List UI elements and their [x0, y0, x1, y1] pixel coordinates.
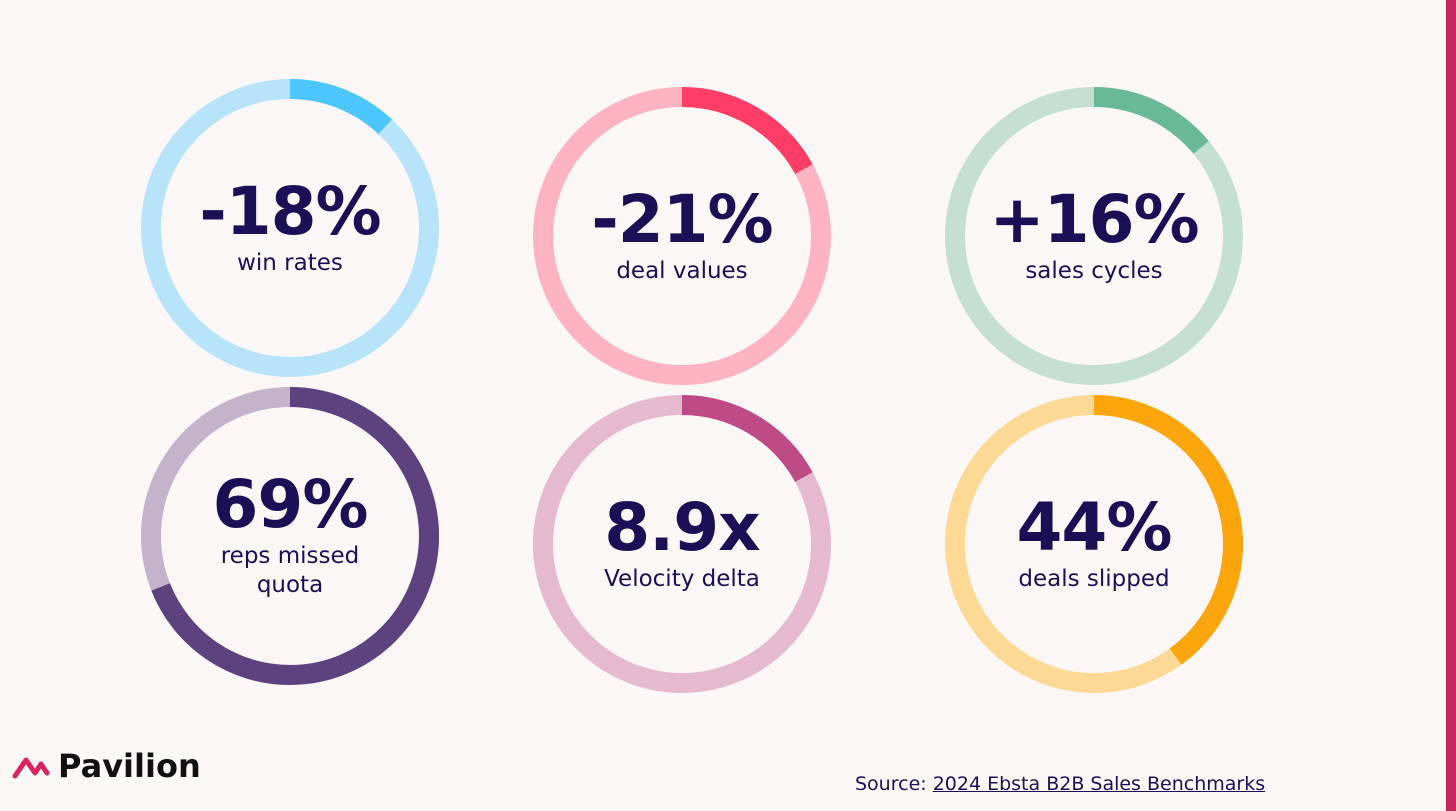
ring-chart	[141, 79, 439, 377]
ring-chart	[533, 395, 831, 693]
ring-chart	[945, 395, 1243, 693]
stat-ring-sales-cycles: +16% sales cycles	[944, 86, 1244, 386]
stat-caption: reps missed quota	[220, 543, 360, 598]
stat-value: -18%	[199, 172, 381, 250]
stat-value: +16%	[989, 180, 1199, 258]
source-citation: Source: 2024 Ebsta B2B Sales Benchmarks	[855, 773, 1265, 795]
pavilion-logo: Pavilion	[12, 745, 201, 787]
accent-side-bar	[1446, 0, 1456, 811]
stat-caption: deal values	[616, 257, 748, 284]
stat-ring-velocity-delta: 8.9x Velocity delta	[532, 394, 832, 694]
stat-caption: Velocity delta	[604, 565, 760, 592]
stat-value: 8.9x	[604, 488, 760, 566]
ring-fill-arc	[141, 387, 439, 685]
ring-fill-arc	[945, 87, 1243, 385]
ring-fill-arc	[533, 87, 831, 385]
stat-ring-reps-missed-quota: 69% reps missed quota	[140, 386, 440, 686]
ring-fill-arc	[533, 395, 831, 693]
stat-caption: sales cycles	[1025, 257, 1163, 284]
ring-chart	[945, 87, 1243, 385]
brand-name: Pavilion	[58, 747, 201, 785]
stat-value: 69%	[212, 466, 369, 544]
source-prefix: Source:	[855, 773, 933, 795]
ring-chart	[141, 387, 439, 685]
stat-ring-deal-values: -21% deal values	[532, 86, 832, 386]
pavilion-logo-icon	[12, 757, 50, 779]
stat-value: 44%	[1016, 488, 1173, 566]
ring-fill-arc	[945, 395, 1243, 693]
ring-fill-arc	[141, 79, 439, 377]
stat-value: -21%	[591, 180, 773, 258]
stat-ring-win-rates: -18% win rates	[140, 78, 440, 378]
source-link[interactable]: 2024 Ebsta B2B Sales Benchmarks	[932, 773, 1266, 795]
ring-chart	[533, 87, 831, 385]
stat-caption: deals slipped	[1018, 565, 1170, 592]
stat-caption: win rates	[237, 249, 343, 276]
stat-ring-deals-slipped: 44% deals slipped	[944, 394, 1244, 694]
